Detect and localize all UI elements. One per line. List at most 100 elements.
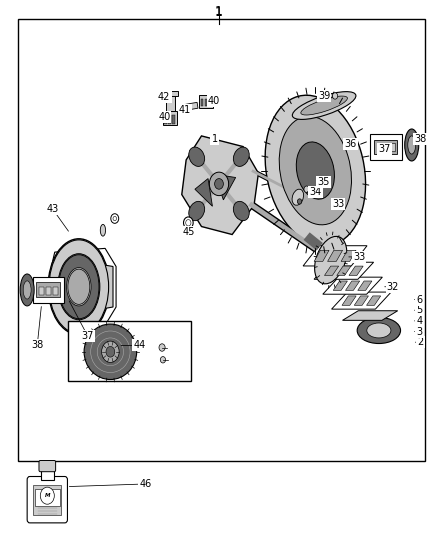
Circle shape xyxy=(160,357,166,363)
Bar xyxy=(201,99,203,106)
Ellipse shape xyxy=(296,142,335,199)
Polygon shape xyxy=(337,266,351,276)
Text: 1: 1 xyxy=(215,6,223,19)
Circle shape xyxy=(184,217,193,229)
Ellipse shape xyxy=(367,323,391,338)
Ellipse shape xyxy=(265,95,366,246)
Bar xyxy=(33,485,61,515)
Ellipse shape xyxy=(100,224,106,236)
Text: M: M xyxy=(45,493,50,498)
Text: 4: 4 xyxy=(416,316,422,326)
Bar xyxy=(164,115,167,124)
Polygon shape xyxy=(354,296,368,305)
Bar xyxy=(41,469,54,480)
Circle shape xyxy=(111,214,119,223)
Bar xyxy=(163,111,177,125)
Circle shape xyxy=(186,220,191,226)
Polygon shape xyxy=(101,264,113,309)
Text: 37: 37 xyxy=(378,144,391,154)
Bar xyxy=(172,115,175,124)
Text: 39: 39 xyxy=(318,91,330,101)
Ellipse shape xyxy=(301,96,347,115)
Polygon shape xyxy=(374,140,397,154)
Ellipse shape xyxy=(405,129,419,161)
Polygon shape xyxy=(195,179,212,206)
Text: 37: 37 xyxy=(81,331,94,341)
Polygon shape xyxy=(323,277,382,294)
Bar xyxy=(205,99,207,106)
Polygon shape xyxy=(346,281,360,290)
Text: 45: 45 xyxy=(183,227,195,237)
Polygon shape xyxy=(343,311,398,320)
Text: 2: 2 xyxy=(417,337,424,347)
Circle shape xyxy=(106,346,115,357)
Text: 38: 38 xyxy=(414,134,427,143)
Ellipse shape xyxy=(292,189,304,205)
Bar xyxy=(377,143,381,151)
Bar xyxy=(46,287,51,295)
Ellipse shape xyxy=(314,236,347,284)
Bar xyxy=(370,134,402,160)
Ellipse shape xyxy=(279,116,352,225)
Text: 44: 44 xyxy=(133,341,145,350)
Polygon shape xyxy=(215,174,236,200)
Text: 1: 1 xyxy=(212,134,218,143)
Polygon shape xyxy=(367,296,381,305)
Polygon shape xyxy=(314,251,329,261)
Ellipse shape xyxy=(49,240,109,334)
Polygon shape xyxy=(332,292,391,309)
Circle shape xyxy=(102,341,119,362)
Polygon shape xyxy=(341,251,356,261)
Bar xyxy=(39,287,44,295)
Bar xyxy=(35,489,60,506)
Ellipse shape xyxy=(59,255,99,319)
Ellipse shape xyxy=(23,281,31,299)
Ellipse shape xyxy=(189,147,205,166)
Polygon shape xyxy=(333,281,347,290)
Circle shape xyxy=(159,344,165,351)
Polygon shape xyxy=(36,282,60,297)
Bar xyxy=(168,115,171,124)
FancyBboxPatch shape xyxy=(18,19,425,461)
Circle shape xyxy=(209,172,229,196)
Ellipse shape xyxy=(20,274,34,306)
Bar xyxy=(164,91,178,96)
Text: 41: 41 xyxy=(179,106,191,115)
Text: 36: 36 xyxy=(344,139,357,149)
Polygon shape xyxy=(182,136,258,235)
Circle shape xyxy=(304,186,309,192)
Text: 1: 1 xyxy=(215,5,223,18)
Text: 33: 33 xyxy=(353,252,365,262)
Bar xyxy=(384,143,388,151)
Text: 43: 43 xyxy=(46,204,59,214)
Polygon shape xyxy=(328,251,343,261)
Polygon shape xyxy=(325,266,339,276)
Ellipse shape xyxy=(233,147,249,166)
Ellipse shape xyxy=(357,317,400,344)
Text: 38: 38 xyxy=(31,341,43,350)
Circle shape xyxy=(113,216,117,221)
Polygon shape xyxy=(358,281,372,290)
Ellipse shape xyxy=(68,269,90,304)
Ellipse shape xyxy=(233,201,249,221)
Text: 40: 40 xyxy=(208,96,220,106)
Text: 33: 33 xyxy=(332,199,344,208)
Polygon shape xyxy=(303,246,367,266)
Bar xyxy=(166,95,175,111)
Ellipse shape xyxy=(58,254,100,320)
Ellipse shape xyxy=(189,201,205,221)
Text: 5: 5 xyxy=(416,305,422,315)
Bar xyxy=(33,277,64,303)
Circle shape xyxy=(40,487,54,504)
Text: 46: 46 xyxy=(139,479,152,489)
FancyBboxPatch shape xyxy=(27,477,67,523)
Text: 42: 42 xyxy=(158,92,170,102)
Polygon shape xyxy=(314,262,374,279)
Bar xyxy=(199,95,213,108)
Polygon shape xyxy=(48,248,116,325)
Text: 3: 3 xyxy=(416,327,422,336)
FancyBboxPatch shape xyxy=(39,461,56,472)
Text: 34: 34 xyxy=(309,187,321,197)
Text: 35: 35 xyxy=(317,177,329,187)
Circle shape xyxy=(332,93,338,99)
